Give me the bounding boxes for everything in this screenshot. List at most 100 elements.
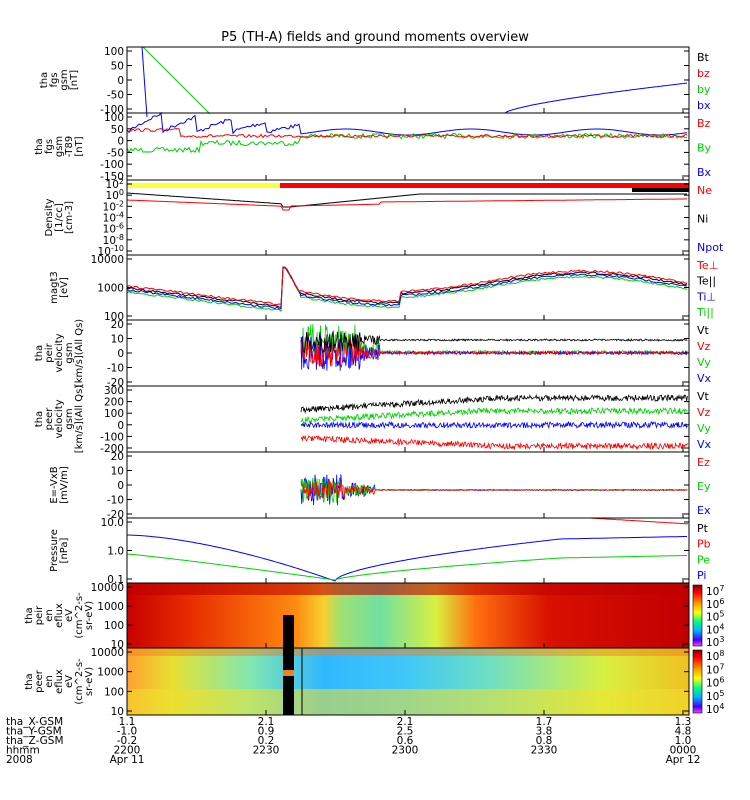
xaxis-value: 0.9 xyxy=(258,726,275,738)
temperature-legend-Ti⊥: Ti⊥ xyxy=(696,290,716,303)
peer-eflux-ylabel: sr-eV) xyxy=(84,667,95,696)
temperature-ytick-label: 100 xyxy=(104,311,124,323)
peir-vz-line xyxy=(300,338,688,369)
pressure-pb-line xyxy=(589,517,689,525)
efield-ylabel: [mV/m] xyxy=(59,466,70,504)
peer-velocity-ylabel: [km/s](All Qs) xyxy=(74,385,85,453)
peer-velocity-ytick-label: 0 xyxy=(117,420,124,432)
peer-velocity-ytick-label: 300 xyxy=(104,385,124,397)
fgs-legend-by: by xyxy=(697,83,711,96)
density-ytick-label: 10-6 xyxy=(103,222,124,236)
fgs-t89-ylabel: tha xyxy=(34,138,45,154)
peer-velocity-ylabel: peer xyxy=(44,407,55,431)
xaxis-value: 0000 xyxy=(670,745,697,757)
xaxis-value: 2200 xyxy=(114,745,141,757)
efield-ylabel: E=-VxB xyxy=(49,466,60,503)
pressure-legend-Pb: Pb xyxy=(697,538,711,551)
fgs-t89-ytick-label: -100 xyxy=(100,159,124,171)
xaxis-row-label: tha_X-GSM xyxy=(6,716,63,728)
peir-eflux-ylabel: sr-eV) xyxy=(84,601,95,630)
fgs-ylabel: gsm xyxy=(59,69,70,90)
fgs-legend-bz: bz xyxy=(697,67,710,80)
peer-colorbar-label: 106 xyxy=(706,676,724,690)
peir-eflux-ylabel: eV xyxy=(64,609,75,622)
peer-vx-line xyxy=(300,420,688,430)
peer-data-gap xyxy=(283,648,294,715)
temperature-ylabel: magt3 xyxy=(49,271,60,304)
temp-tepar-line xyxy=(126,267,688,308)
efield-legend-Ez: Ez xyxy=(697,456,710,469)
fgst89-bz-line xyxy=(126,128,688,139)
peir-velocity-legend-Vy: Vy xyxy=(697,356,711,369)
pressure-legend-Pt: Pt xyxy=(697,522,709,535)
fgs-legend-bx: bx xyxy=(697,99,711,112)
xaxis-value: Apr 11 xyxy=(110,754,145,766)
xaxis-value: 2300 xyxy=(392,745,419,757)
fgs-t89-ytick-label: -150 xyxy=(100,171,124,183)
xaxis-value: 1.0 xyxy=(675,735,692,747)
peir-eflux-top-band xyxy=(127,583,689,595)
temperature-legend-Te||: Te|| xyxy=(696,275,716,288)
temperature-ylabel: [eV] xyxy=(59,277,70,298)
efield-ytick-label: 0 xyxy=(117,480,124,492)
efield-legend-Ey: Ey xyxy=(697,480,711,493)
mode-bar-slow xyxy=(127,183,280,188)
temp-tiperp-line xyxy=(126,266,688,310)
peir-velocity-ytick-label: -20 xyxy=(107,377,124,389)
efield-ytick-label: 10 xyxy=(111,466,124,478)
temperature-frame xyxy=(126,254,690,321)
peir-eflux-ylabel: en xyxy=(44,609,55,622)
peer-colorbar-label: 107 xyxy=(706,662,724,676)
peir-eflux-ytick-label: 100 xyxy=(104,620,124,632)
pressure-ytick-label: 0.1 xyxy=(107,574,124,586)
fgs-ylabel: fgs xyxy=(49,72,60,87)
density-ne-line xyxy=(126,198,687,211)
fgst89-by-line xyxy=(126,132,688,154)
peir-colorbar-label: 107 xyxy=(706,584,724,598)
peer-velocity-ytick-label: -100 xyxy=(100,431,124,443)
fgs-bx-line xyxy=(141,46,148,118)
peir-colorbar xyxy=(692,584,703,647)
fgs-t89-ytick-label: 100 xyxy=(104,112,124,124)
fgs-t89-ylabel: fgs xyxy=(44,139,55,154)
xaxis-value: 1.7 xyxy=(536,716,553,728)
peer-vt-line xyxy=(300,393,688,415)
xaxis-value: 2.1 xyxy=(397,716,414,728)
temperature-legend-Ti||: Ti|| xyxy=(696,306,714,319)
peer-eflux-ytick-label: 10000 xyxy=(91,647,124,659)
efield-ez-line xyxy=(300,479,688,500)
peir-velocity-ytick-label: 0 xyxy=(117,348,124,360)
xaxis-value: Apr 12 xyxy=(666,754,701,766)
peer-eflux-top-band xyxy=(127,648,689,656)
temperature-legend-Te⊥: Te⊥ xyxy=(696,259,718,272)
xaxis-value: 0.6 xyxy=(397,735,414,747)
peer-velocity-legend-Vz: Vz xyxy=(697,406,711,419)
density-ylabel: Density xyxy=(44,198,55,236)
peer-colorbar-label: 105 xyxy=(706,689,724,703)
peer-eflux-ytick-label: 100 xyxy=(104,686,124,698)
density-ytick-label: 10-8 xyxy=(103,233,124,247)
peer-velocity-ytick-label: 200 xyxy=(104,397,124,409)
peir-velocity-ylabel: [km/s](All Qs) xyxy=(74,319,85,387)
xaxis-row-label: tha_Y-GSM xyxy=(6,726,62,738)
peer-colorbar xyxy=(692,649,703,714)
peir-velocity-ylabel: velocity xyxy=(54,333,65,372)
pressure-legend-Pe: Pe xyxy=(697,553,710,566)
xaxis-value: 2230 xyxy=(253,745,280,757)
density-ytick-label: 10-2 xyxy=(103,199,124,213)
mode-bar-fast xyxy=(280,183,689,188)
peer-gap-band xyxy=(283,670,294,676)
efield-ytick-label: -10 xyxy=(107,495,124,507)
xaxis-value: -1.0 xyxy=(117,726,138,738)
xaxis-value: 0.8 xyxy=(536,735,553,747)
peir-eflux-ylabel: peir xyxy=(34,605,45,625)
peer-velocity-legend-Vx: Vx xyxy=(697,438,712,451)
efield-legend-Ex: Ex xyxy=(697,504,711,517)
fgs-ylabel: [nT] xyxy=(69,70,80,90)
peer-velocity-ytick-label: -200 xyxy=(100,443,124,455)
pressure-frame xyxy=(126,517,690,584)
fgs-t89-legend-By: By xyxy=(697,142,712,155)
density-legend-Ni: Ni xyxy=(697,213,708,226)
density-legend-Npot: Npot xyxy=(697,241,724,254)
